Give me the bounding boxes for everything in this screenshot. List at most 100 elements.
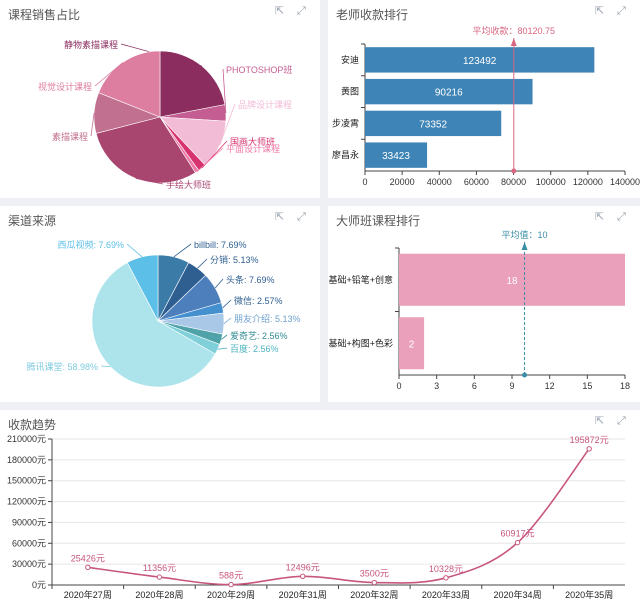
bar [399, 317, 425, 370]
x-tick-label: 140000 [610, 177, 640, 187]
average-mark-label: 平均值：10 [502, 229, 548, 240]
pie-label: 视觉设计课程 [38, 81, 92, 92]
export-icon[interactable]: ⇱ [275, 211, 285, 223]
bar [365, 47, 595, 73]
panel-title: 大师班课程排行 [336, 214, 421, 228]
x-tick-label: 3 [434, 381, 439, 391]
data-point-label: 3500元 [360, 569, 389, 579]
average-mark-arrow [521, 242, 528, 250]
x-tick-label: 2020年33周 [422, 589, 470, 600]
course-sales-panel: 课程销售占比 ⇱ ⤢ 静物素描课程 PHOTOSHOP班 品牌设计课程 国画大师班 平面… [0, 0, 320, 198]
data-point [586, 446, 592, 452]
x-tick-label: 15 [582, 381, 592, 391]
fullscreen-icon[interactable]: ⤢ [617, 211, 626, 223]
pie-label-line [90, 112, 95, 137]
pie-label-line [135, 178, 164, 185]
export-icon[interactable]: ⇱ [595, 5, 605, 17]
pie-label: 手绘大师班 [166, 179, 211, 190]
pie-label-line [221, 334, 228, 340]
x-tick-label: 2020年34周 [494, 589, 542, 600]
bar [365, 78, 533, 105]
pie-label: 头条: 7.69% [226, 274, 275, 285]
category-label: 基础+铅笔+创意 [328, 274, 393, 285]
master-rank-bar-chart: 0 3 6 9 12 15 18 基础+铅笔+创意 18 基础+构图+色彩 2 平均值：10 [328, 229, 630, 391]
y-tick-label: 0元 [32, 580, 46, 590]
data-point-label: 10328元 [429, 564, 463, 574]
x-tick-label: 20000 [390, 177, 415, 187]
x-tick-label: 6 [472, 381, 477, 391]
export-icon[interactable]: ⇱ [595, 211, 605, 223]
x-tick-label: 12 [545, 381, 555, 391]
pie-label: 爱奇艺: 2.56% [230, 330, 288, 341]
trend-line-chart: 0元 30000元 60000元 90000元 120000元 150000元 180000… [7, 434, 625, 600]
export-icon[interactable]: ⇱ [595, 415, 605, 427]
panel-title: 收款趋势 [8, 418, 57, 432]
pie-label-line [214, 278, 224, 289]
teacher-rank-bar-chart: 0 20000 40000 60000 80000 100000 120000 140000 安… [332, 25, 640, 187]
fullscreen-icon[interactable]: ⤢ [617, 415, 626, 427]
pie-slice [126, 254, 159, 322]
fullscreen-icon[interactable]: ⤢ [297, 211, 306, 223]
y-tick-label: 210000元 [7, 434, 46, 444]
data-point [85, 564, 91, 571]
pie-label-line [173, 243, 192, 258]
category-label: 步凌霄 [332, 117, 359, 128]
pie-label-line [94, 62, 124, 87]
pie-label: 分销: 5.13% [210, 254, 259, 265]
x-tick-label: 0 [362, 177, 367, 187]
pie-label-line [222, 68, 227, 113]
pie-label: 品牌设计课程 [238, 99, 292, 110]
data-point [156, 574, 163, 580]
x-tick-label: 0 [396, 381, 401, 391]
data-point [299, 573, 306, 580]
pie-label-line [126, 243, 143, 258]
x-tick-label: 40000 [427, 177, 452, 187]
pie-label-line [197, 258, 208, 269]
pie-label: PHOTOSHOP班 [226, 64, 292, 75]
bar [399, 253, 625, 306]
fullscreen-icon[interactable]: ⤢ [297, 5, 306, 17]
pie-slice [91, 262, 216, 388]
pie-label: 静物素描课程 [64, 39, 118, 50]
data-point-label: 12496元 [286, 562, 320, 572]
data-point-label: 60917元 [501, 529, 535, 539]
pie-label: 国画大师班 [230, 136, 275, 147]
pie-label: 微信: 2.57% [234, 295, 283, 306]
trend-panel: 收款趋势 ⇱ ⤢ 0元 30000元 60000元 90000元 120000元 1500… [0, 410, 640, 607]
bar [365, 110, 502, 137]
pie-label: 平面设计课程 [226, 143, 280, 154]
average-mark-point [522, 372, 528, 378]
x-tick-label: 2020年35周 [565, 589, 613, 600]
export-icon[interactable]: ⇱ [275, 5, 285, 17]
x-tick-label: 2020年29周 [207, 589, 255, 600]
y-tick-label: 60000元 [12, 538, 46, 548]
data-point-label: 195872元 [570, 435, 609, 445]
category-label: 基础+构图+色彩 [328, 337, 393, 348]
channel-pie-chart: billbill: 7.69% 分销: 5.13% 头条: 7.69% 微信: 2.5… [26, 239, 301, 388]
category-label: 安迪 [341, 54, 359, 65]
pie-label-line [222, 299, 232, 309]
bar-value-label: 18 [506, 276, 518, 287]
x-tick-label: 120000 [573, 177, 603, 187]
x-tick-label: 80000 [501, 177, 526, 187]
pie-label-line [120, 43, 203, 67]
category-label: 廖昌永 [332, 149, 359, 160]
bar-value-label: 73352 [419, 119, 447, 130]
bar [365, 142, 428, 168]
fullscreen-icon[interactable]: ⤢ [617, 5, 626, 17]
pie-label: 百度: 2.56% [230, 343, 279, 354]
data-point [228, 581, 234, 588]
bar-value-label: 2 [409, 339, 415, 350]
pie-label: 素描课程 [52, 131, 88, 142]
x-tick-label: 100000 [536, 177, 566, 187]
data-point [514, 539, 521, 546]
panel-title: 渠道来源 [8, 214, 57, 228]
data-point [443, 575, 449, 581]
pie-label-line [196, 147, 224, 172]
average-mark-arrow [510, 38, 517, 46]
y-tick-label: 180000元 [7, 455, 46, 465]
x-tick-label: 2020年28周 [135, 589, 183, 600]
bar-value-label: 33423 [382, 151, 410, 162]
average-mark-label: 平均收款：80120.75 [473, 25, 556, 36]
